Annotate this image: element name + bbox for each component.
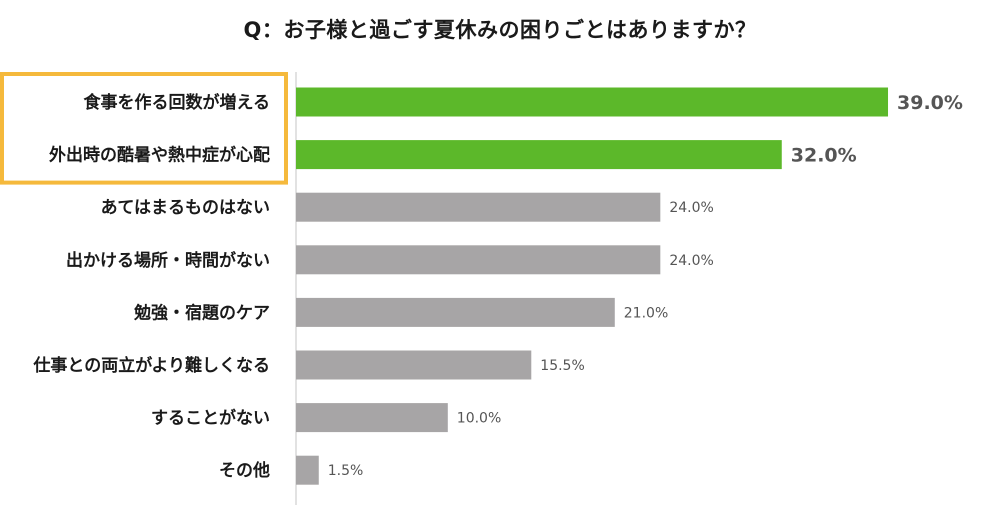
bar — [296, 140, 782, 170]
value-label: 15.5% — [540, 358, 584, 374]
category-label: あてはまるものはない — [101, 198, 270, 218]
bar — [296, 403, 448, 433]
value-label: 24.0% — [669, 200, 713, 216]
value-label: 10.0% — [457, 411, 501, 427]
category-label: 勉強・宿題のケア — [133, 302, 270, 323]
category-label: 出かける場所・時間がない — [66, 250, 270, 271]
value-label: 39.0% — [897, 92, 963, 114]
category-label: その他 — [219, 460, 270, 481]
value-label: 1.5% — [328, 463, 364, 479]
bar — [296, 455, 319, 485]
highlight-box — [0, 72, 288, 185]
value-label: 21.0% — [624, 305, 668, 321]
bar — [296, 87, 889, 117]
bar — [296, 350, 532, 380]
bar — [296, 297, 615, 327]
category-label: 仕事との両立がより難しくなる — [32, 355, 270, 376]
value-label: 32.0% — [791, 145, 857, 167]
category-label: することがない — [151, 408, 270, 429]
value-label: 24.0% — [669, 253, 713, 269]
bar — [296, 245, 661, 275]
category-label: 外出時の酷暑や熱中症が心配 — [49, 145, 270, 166]
bar — [296, 192, 661, 222]
category-label: 食事を作る回数が増える — [84, 92, 271, 113]
chart-title: Q：お子様と過ごす夏休みの困りごとはありますか？ — [243, 18, 757, 42]
